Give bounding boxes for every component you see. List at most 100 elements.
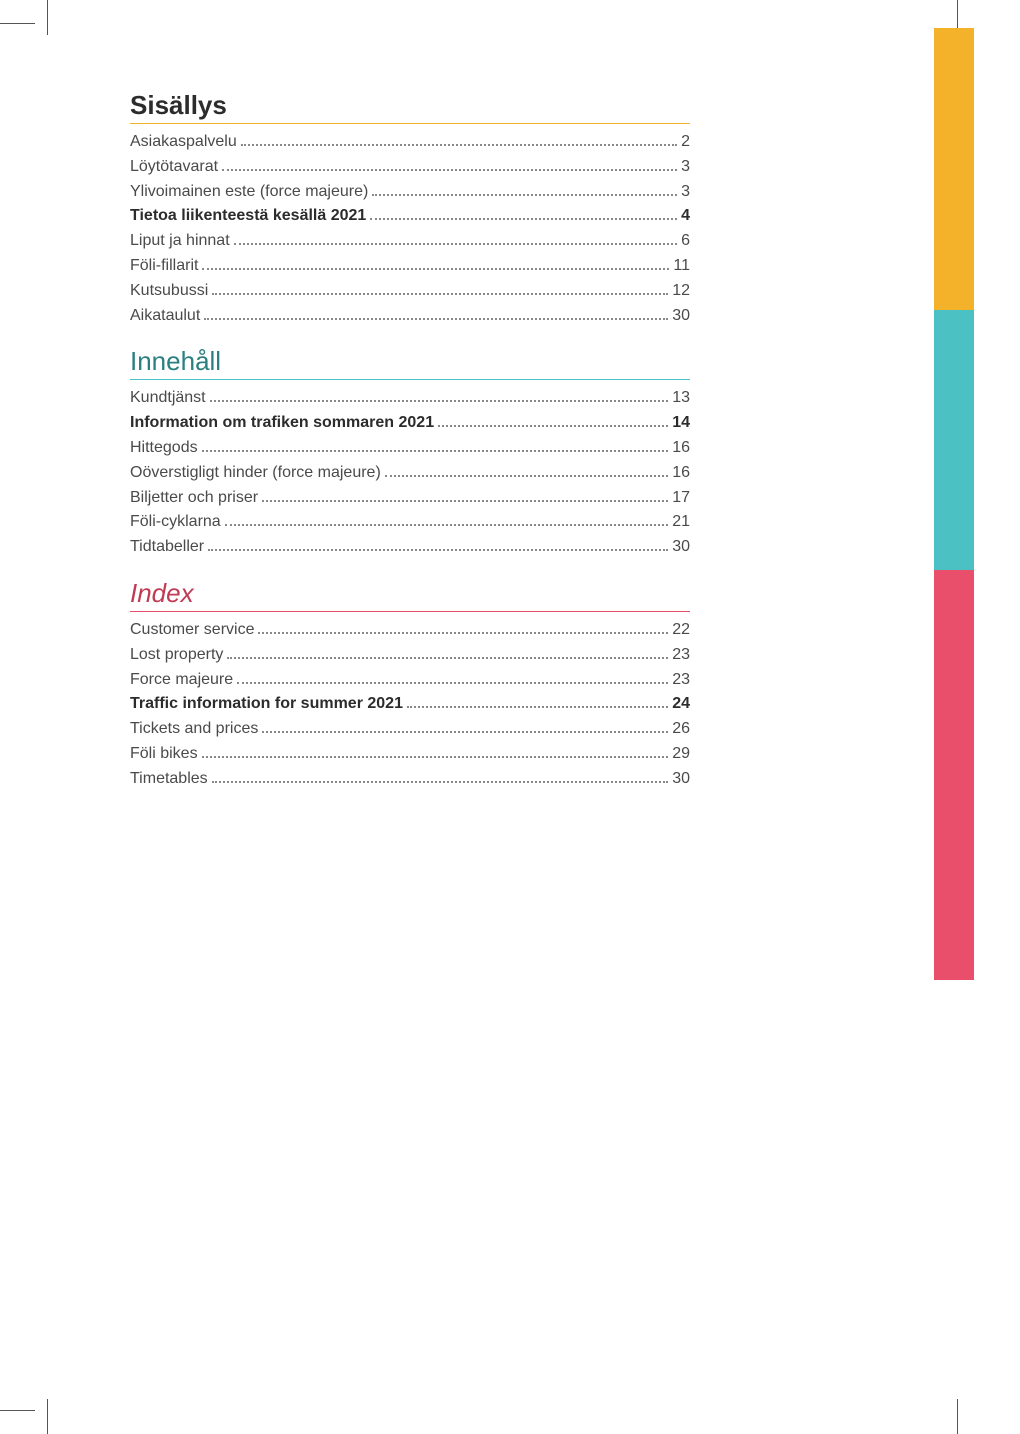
toc-entry-label: Tickets and prices — [130, 717, 258, 742]
toc-row: Tickets and prices 26 — [130, 717, 690, 742]
toc-heading-sv: Innehåll — [130, 346, 690, 380]
toc-entry-page: 3 — [681, 180, 690, 205]
toc-entry-page: 17 — [672, 486, 690, 511]
toc-row: Timetables 30 — [130, 767, 690, 792]
toc-row: Föli bikes 29 — [130, 742, 690, 767]
crop-mark — [957, 1399, 958, 1434]
toc-dot-leader — [262, 487, 668, 501]
toc-row: Föli-cyklarna 21 — [130, 510, 690, 535]
toc-entry-label: Liput ja hinnat — [130, 229, 230, 254]
toc-entry-label: Föli-cyklarna — [130, 510, 221, 535]
toc-row: Oöverstigligt hinder (force majeure) 16 — [130, 461, 690, 486]
toc-dot-leader — [208, 537, 668, 551]
toc-dot-leader — [227, 644, 668, 658]
toc-entry-label: Customer service — [130, 618, 254, 643]
toc-row: Liput ja hinnat 6 — [130, 229, 690, 254]
toc-entry-label: Lost property — [130, 643, 223, 668]
toc-row: Traffic information for summer 2021 24 — [130, 692, 690, 717]
toc-entry-label: Ylivoimainen este (force majeure) — [130, 180, 368, 205]
toc-dot-leader — [212, 280, 668, 294]
toc-row: Lost property 23 — [130, 643, 690, 668]
toc-entry-label: Kutsubussi — [130, 279, 208, 304]
toc-row: Kundtjänst 13 — [130, 386, 690, 411]
toc-row: Force majeure 23 — [130, 668, 690, 693]
toc-entry-page: 16 — [672, 461, 690, 486]
toc-entry-page: 4 — [681, 204, 690, 229]
toc-entry-label: Föli-fillarit — [130, 254, 198, 279]
toc-dot-leader — [385, 462, 668, 476]
toc-row: Löytötavarat 3 — [130, 155, 690, 180]
toc-row: Information om trafiken sommaren 2021 14 — [130, 411, 690, 436]
toc-heading-fi: Sisällys — [130, 90, 690, 124]
toc-entry-label: Föli bikes — [130, 742, 198, 767]
toc-entry-page: 14 — [672, 411, 690, 436]
toc-entry-page: 30 — [672, 767, 690, 792]
toc-row: Customer service 22 — [130, 618, 690, 643]
toc-dot-leader — [210, 388, 669, 402]
toc-dot-leader — [407, 694, 668, 708]
toc-entry-label: Löytötavarat — [130, 155, 218, 180]
toc-row: Biljetter och priser 17 — [130, 486, 690, 511]
toc-entry-label: Hittegods — [130, 436, 198, 461]
toc-entry-page: 30 — [672, 535, 690, 560]
toc-section-sv: InnehållKundtjänst13Information om trafi… — [130, 346, 690, 560]
crop-mark — [47, 0, 48, 35]
toc-entry-page: 12 — [672, 279, 690, 304]
toc-entry-label: Timetables — [130, 767, 208, 792]
toc-entry-page: 24 — [672, 692, 690, 717]
side-tab-pink — [934, 570, 974, 980]
crop-mark — [0, 1410, 35, 1411]
toc-entry-label: Traffic information for summer 2021 — [130, 692, 403, 717]
toc-row: Föli-fillarit 11 — [130, 254, 690, 279]
toc-entry-page: 3 — [681, 155, 690, 180]
toc-entry-page: 22 — [672, 618, 690, 643]
toc-entry-label: Asiakaspalvelu — [130, 130, 237, 155]
toc-dot-leader — [262, 719, 668, 733]
toc-dot-leader — [234, 231, 677, 245]
toc-entry-label: Information om trafiken sommaren 2021 — [130, 411, 434, 436]
toc-dot-leader — [222, 156, 677, 170]
toc-row: Tietoa liikenteestä kesällä 2021 4 — [130, 204, 690, 229]
toc-dot-leader — [204, 305, 668, 319]
toc-row: Ylivoimainen este (force majeure) 3 — [130, 180, 690, 205]
toc-entry-label: Tietoa liikenteestä kesällä 2021 — [130, 204, 366, 229]
toc-dot-leader — [225, 512, 669, 526]
toc-entry-page: 29 — [672, 742, 690, 767]
toc-entry-page: 16 — [672, 436, 690, 461]
toc-row: Aikataulut 30 — [130, 304, 690, 329]
page-content: SisällysAsiakaspalvelu2Löytötavarat3Yliv… — [130, 90, 690, 810]
toc-entry-page: 26 — [672, 717, 690, 742]
toc-dot-leader — [370, 206, 677, 220]
toc-section-fi: SisällysAsiakaspalvelu2Löytötavarat3Yliv… — [130, 90, 690, 328]
toc-entry-label: Force majeure — [130, 668, 233, 693]
toc-dot-leader — [258, 620, 668, 634]
toc-dot-leader — [372, 181, 677, 195]
toc-section-en: IndexCustomer service22Lost property23Fo… — [130, 578, 690, 792]
toc-row: Tidtabeller 30 — [130, 535, 690, 560]
toc-entry-label: Biljetter och priser — [130, 486, 258, 511]
toc-dot-leader — [438, 413, 668, 427]
toc-entry-page: 11 — [673, 254, 690, 279]
toc-row: Hittegods 16 — [130, 436, 690, 461]
toc-entry-page: 30 — [672, 304, 690, 329]
toc-row: Asiakaspalvelu2 — [130, 130, 690, 155]
toc-entry-page: 23 — [672, 668, 690, 693]
toc-entry-page: 21 — [672, 510, 690, 535]
toc-entry-label: Kundtjänst — [130, 386, 206, 411]
toc-dot-leader — [237, 669, 668, 683]
toc-entry-label: Tidtabeller — [130, 535, 204, 560]
crop-mark — [0, 23, 35, 24]
crop-mark — [47, 1399, 48, 1434]
toc-entry-label: Oöverstigligt hinder (force majeure) — [130, 461, 381, 486]
toc-entry-page: 13 — [672, 386, 690, 411]
toc-dot-leader — [241, 132, 677, 146]
toc-dot-leader — [202, 256, 669, 270]
toc-entry-page: 6 — [681, 229, 690, 254]
toc-dot-leader — [202, 438, 669, 452]
toc-entry-page: 23 — [672, 643, 690, 668]
toc-dot-leader — [212, 768, 669, 782]
toc-dot-leader — [202, 744, 669, 758]
toc-entry-label: Aikataulut — [130, 304, 200, 329]
toc-row: Kutsubussi 12 — [130, 279, 690, 304]
toc-heading-en: Index — [130, 578, 690, 612]
